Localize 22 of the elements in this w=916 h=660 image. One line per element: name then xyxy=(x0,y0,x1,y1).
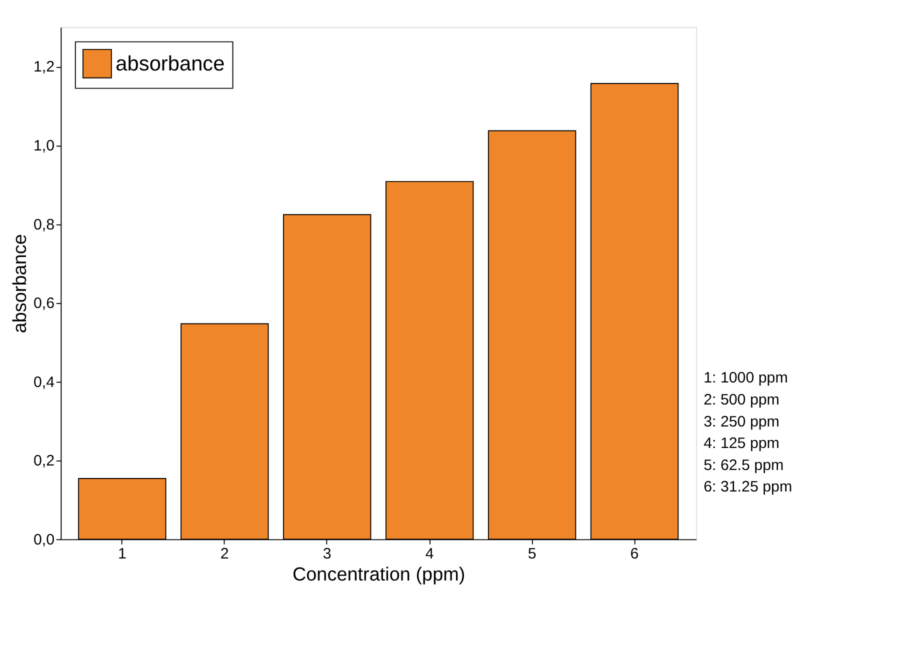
y-axis-title: absorbance xyxy=(10,234,31,334)
x-tick-label: 2 xyxy=(220,546,229,563)
text: 2: 500 ppm xyxy=(704,391,780,408)
y-tick-label: 1,0 xyxy=(33,138,55,155)
y-tick-label: 0,0 xyxy=(33,531,55,548)
x-tick-label: 6 xyxy=(630,546,639,563)
text: 3: 250 ppm xyxy=(704,413,780,430)
x-tick-label: 4 xyxy=(425,546,434,563)
x-tick-label: 3 xyxy=(322,546,332,563)
x-tick-label: 1 xyxy=(118,546,126,563)
legend-label: absorbance xyxy=(116,52,225,76)
x-axis-title: Concentration (ppm) xyxy=(292,564,466,586)
x-tick-label: 5 xyxy=(528,546,536,563)
text: 5: 62.5 ppm xyxy=(704,456,784,474)
y-tick-label: 0,4 xyxy=(33,374,55,391)
y-tick-label: 1,2 xyxy=(33,58,55,76)
y-tick-label: 0,8 xyxy=(33,216,55,234)
y-tick-label: 0,2 xyxy=(33,452,55,470)
y-tick-label: 0,6 xyxy=(33,295,55,312)
text: 6: 31.25 ppm xyxy=(704,478,792,496)
text: 4: 125 ppm xyxy=(704,435,780,452)
text: 1: 1000 ppm xyxy=(704,370,788,387)
